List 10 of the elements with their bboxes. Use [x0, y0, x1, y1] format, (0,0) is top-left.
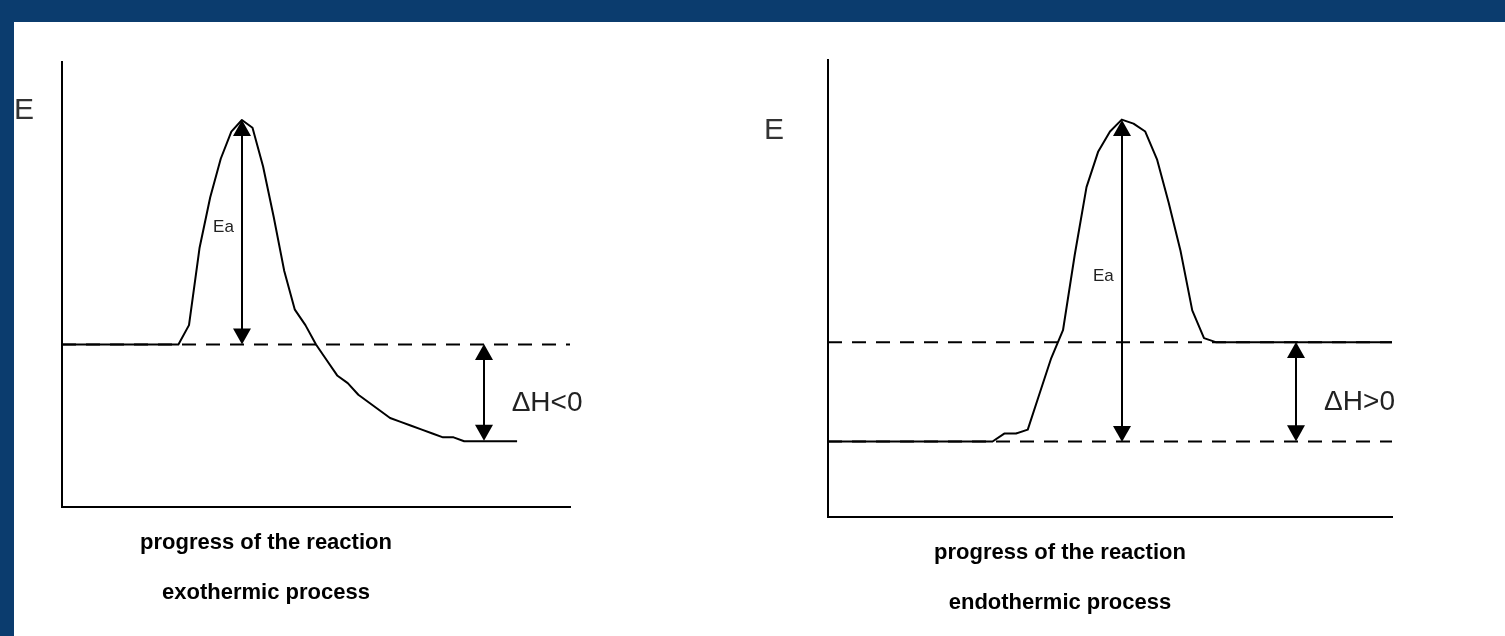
- y-axis-title: E: [764, 112, 785, 146]
- x-axis-title: progress of the reaction: [139, 529, 393, 555]
- annotation: Ea: [213, 217, 235, 237]
- annotation: ΔH<0: [511, 385, 583, 417]
- text: exothermic process: [161, 579, 371, 605]
- x-axis-title: progress of the reaction: [933, 539, 1187, 565]
- text: endothermic process: [947, 589, 1173, 615]
- annotation: Ea: [1092, 265, 1115, 285]
- annotation: ΔH>0: [1324, 384, 1395, 416]
- y-axis-title: E: [14, 92, 35, 126]
